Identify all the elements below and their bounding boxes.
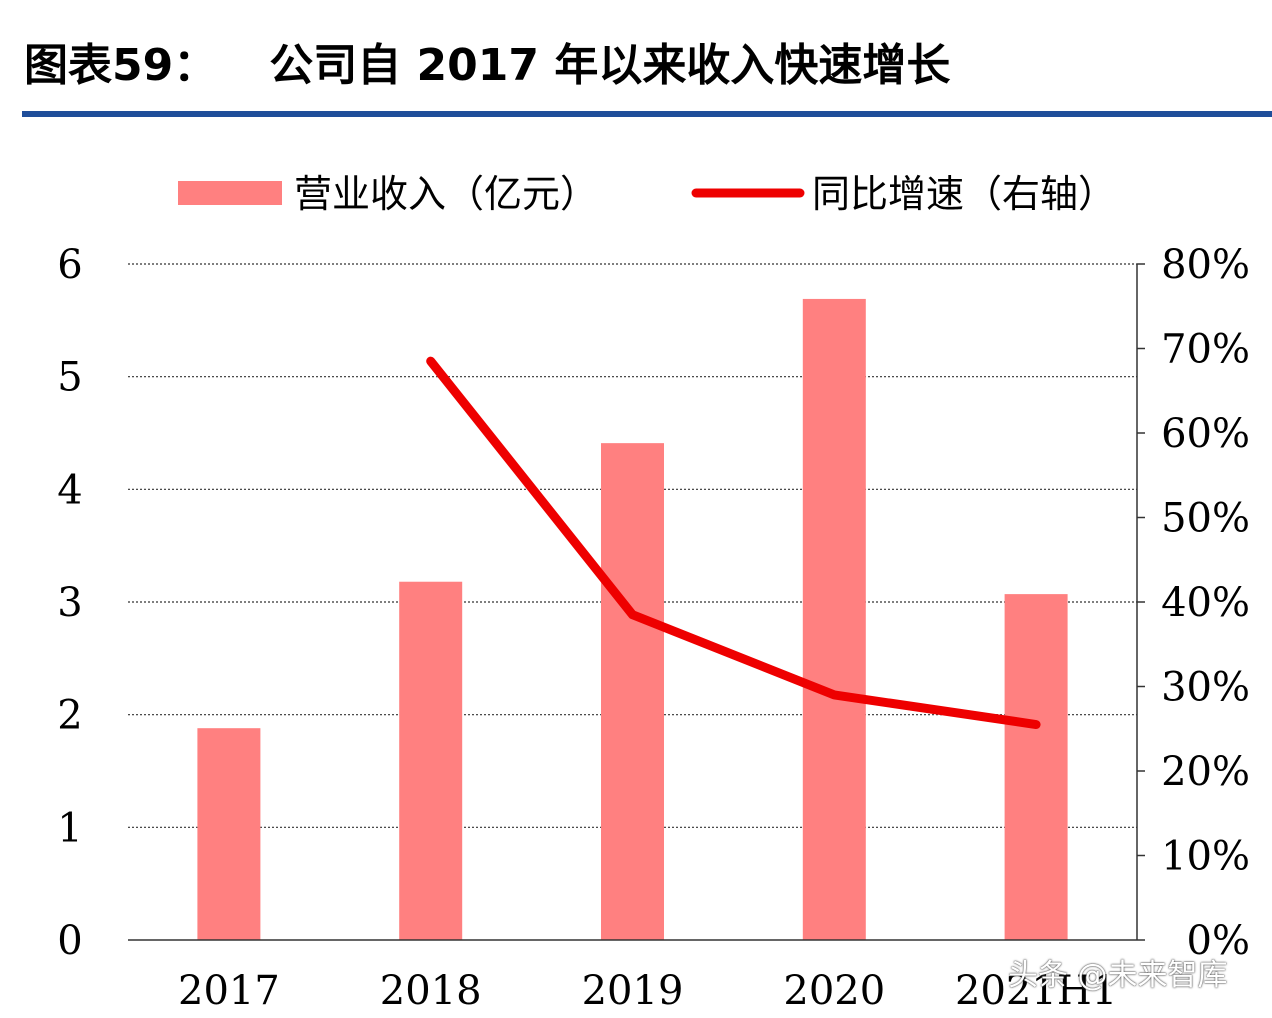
title-rule [22,111,1272,117]
legend-label-growth: 同比增速（右轴） [812,172,1116,216]
bar-2017 [197,728,261,940]
left-tick-label: 5 [57,355,82,401]
watermark: 头条 @未来智库 [1008,958,1228,993]
figure-title: 公司自 2017 年以来收入快速增长 [269,40,951,91]
right-tick-label: 10% [1161,834,1250,880]
right-tick-label: 20% [1161,749,1250,795]
left-tick-label: 2 [57,693,82,739]
bar-2020 [802,298,866,941]
right-tick-label: 40% [1161,580,1250,626]
line-series [426,356,1041,730]
bar-2021H1 [1004,594,1068,940]
bar-2018 [399,581,463,940]
x-tick-label: 2019 [582,968,684,1014]
right-axis-ticks: 0% 10% 20% 30% 40% 50% 60% 70% 80% [1137,242,1250,964]
left-tick-label: 4 [57,467,82,513]
right-tick-label: 0% [1187,918,1250,964]
left-tick-label: 3 [57,580,82,626]
bar-series [197,298,1068,941]
x-axis-ticks: 2017 2018 2019 2020 2021H1 [178,968,1117,1014]
x-tick-label: 2020 [783,968,885,1014]
right-tick-label: 80% [1161,242,1250,288]
chart-title: 图表59： 公司自 2017 年以来收入快速增长 [24,36,950,96]
legend-label-revenue: 营业收入（亿元） [294,172,598,216]
left-axis-ticks: 0 1 2 3 4 5 6 [57,242,82,964]
right-tick-label: 50% [1161,496,1250,542]
growth-line [426,356,1041,730]
left-tick-label: 0 [57,918,82,964]
legend: 营业收入（亿元） 同比增速（右轴） [178,172,1116,216]
x-tick-label: 2018 [380,968,482,1014]
x-tick-label: 2017 [178,968,280,1014]
left-tick-label: 6 [57,242,82,288]
left-tick-label: 1 [57,805,82,851]
figure-label: 图表59： [24,40,218,91]
right-tick-label: 60% [1161,411,1250,457]
right-tick-label: 30% [1161,665,1250,711]
legend-swatch-bar [178,181,282,205]
right-tick-label: 70% [1161,327,1250,373]
x-tick-label: 2021H1 [955,968,1117,1014]
bar-2019 [601,443,664,940]
